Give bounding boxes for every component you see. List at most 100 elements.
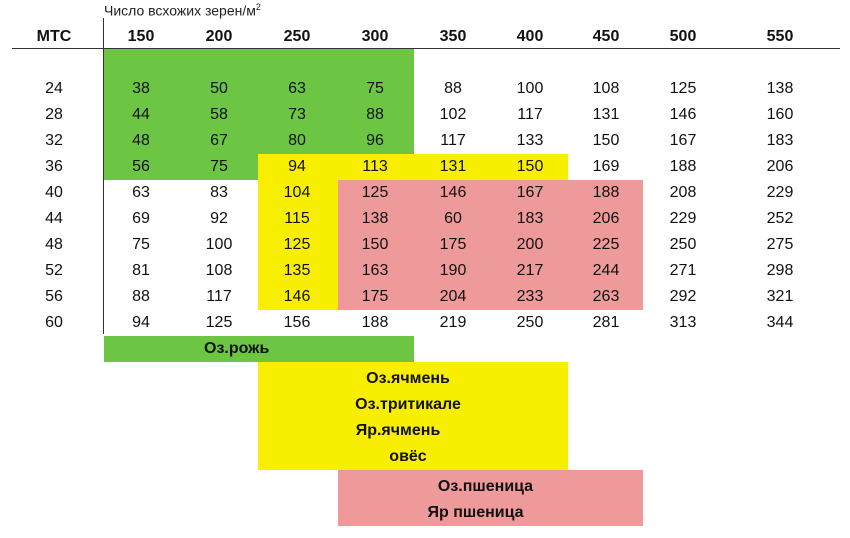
row-label-mtc: 28: [45, 106, 63, 123]
table-cell: 125: [361, 184, 389, 201]
column-header: 300: [361, 28, 389, 45]
table-cell: 150: [361, 236, 389, 253]
table-cell: 113: [362, 158, 388, 175]
caption-text: Число всхожих зерен/м: [104, 2, 256, 19]
table-cell: 167: [516, 184, 544, 201]
table-cell: 208: [669, 184, 697, 201]
table-cell: 63: [288, 80, 306, 97]
table-cell: 188: [592, 184, 620, 201]
legend-green-box: [104, 336, 414, 362]
table-cell: 125: [669, 80, 697, 97]
legend-item: Оз.ячмень: [366, 370, 450, 387]
legend-item: овёс: [389, 448, 427, 465]
table-cell: 100: [516, 80, 544, 97]
table-cell: 219: [439, 314, 467, 331]
table-cell: 104: [283, 184, 311, 201]
column-header: 250: [283, 28, 311, 45]
table-cell: 88: [366, 106, 384, 123]
row-label-mtc: 56: [45, 288, 63, 305]
table-cell: 117: [206, 288, 232, 305]
row-label-divider: [103, 18, 104, 334]
table-cell: 92: [210, 210, 228, 227]
table-cell: 75: [210, 158, 228, 175]
row-label-mtc: 60: [45, 314, 63, 331]
row-label-mtc: 44: [45, 210, 63, 227]
table-cell: 229: [669, 210, 697, 227]
table-cell: 138: [766, 80, 794, 97]
table-cell: 146: [669, 106, 697, 123]
table-cell: 344: [766, 314, 794, 331]
legend-item: Оз.рожь: [204, 340, 270, 357]
column-header: 350: [439, 28, 467, 45]
table-cell: 217: [516, 262, 544, 279]
zone-yachmen: [258, 154, 568, 180]
table-cell: 138: [361, 210, 389, 227]
table-cell: 183: [766, 132, 794, 149]
zone-pshenitsa: [338, 180, 643, 310]
table-cell: 115: [284, 210, 310, 227]
zone-oz-rozh: [104, 48, 414, 154]
table-cell: 56: [132, 158, 150, 175]
table-cell: 63: [132, 184, 150, 201]
table-cell: 188: [669, 158, 697, 175]
table-cell: 190: [439, 262, 467, 279]
table-cell: 313: [669, 314, 697, 331]
table-cell: 88: [132, 288, 150, 305]
table-cell: 58: [210, 106, 228, 123]
table-cell: 229: [766, 184, 794, 201]
table-cell: 60: [444, 210, 462, 227]
legend-item: Оз.тритикале: [355, 396, 461, 413]
table-cell: 146: [439, 184, 467, 201]
row-label-mtc: 40: [45, 184, 63, 201]
table-cell: 50: [210, 80, 228, 97]
table-cell: 252: [766, 210, 794, 227]
table-cell: 150: [592, 132, 620, 149]
table-cell: 44: [132, 106, 150, 123]
legend-item: Оз.пшеница: [437, 478, 534, 495]
row-header-mtc: МТС: [36, 28, 72, 45]
grain-density-caption: Число всхожих зерен/м2: [104, 2, 261, 19]
table-cell: 75: [366, 80, 384, 97]
table-cell: 225: [592, 236, 620, 253]
row-label-mtc: 52: [45, 262, 63, 279]
table-cell: 250: [669, 236, 697, 253]
table-cell: 69: [132, 210, 150, 227]
table-cell: 298: [766, 262, 794, 279]
legend-yellow-box: [258, 362, 568, 470]
header-divider: [12, 48, 840, 49]
column-header: 400: [516, 28, 544, 45]
table-cell: 175: [361, 288, 389, 305]
row-label-mtc: 24: [45, 80, 63, 97]
table-cell: 188: [361, 314, 389, 331]
table-cell: 163: [361, 262, 389, 279]
table-cell: 96: [366, 132, 384, 149]
table-cell: 80: [288, 132, 306, 149]
column-header: 150: [127, 28, 155, 45]
table-cell: 281: [592, 314, 620, 331]
table-cell: 321: [766, 288, 794, 305]
table-cell: 100: [205, 236, 233, 253]
column-header: 500: [669, 28, 697, 45]
table-cell: 233: [516, 288, 544, 305]
column-header: 200: [205, 28, 233, 45]
table-cell: 125: [283, 236, 311, 253]
table-cell: 75: [132, 236, 150, 253]
row-label-mtc: 32: [45, 132, 63, 149]
table-cell: 117: [517, 106, 543, 123]
table-cell: 146: [283, 288, 311, 305]
table-cell: 206: [766, 158, 794, 175]
table-cell: 108: [592, 80, 620, 97]
table-cell: 250: [516, 314, 544, 331]
table-cell: 117: [440, 132, 466, 149]
table-cell: 160: [766, 106, 794, 123]
table-cell: 244: [592, 262, 620, 279]
table-cell: 38: [132, 80, 150, 97]
table-cell: 175: [439, 236, 467, 253]
table-cell: 108: [205, 262, 233, 279]
row-label-mtc: 48: [45, 236, 63, 253]
table-cell: 169: [592, 158, 620, 175]
table-cell: 292: [669, 288, 697, 305]
table-cell: 150: [516, 158, 544, 175]
table-cell: 156: [283, 314, 311, 331]
table-cell: 131: [439, 158, 467, 175]
